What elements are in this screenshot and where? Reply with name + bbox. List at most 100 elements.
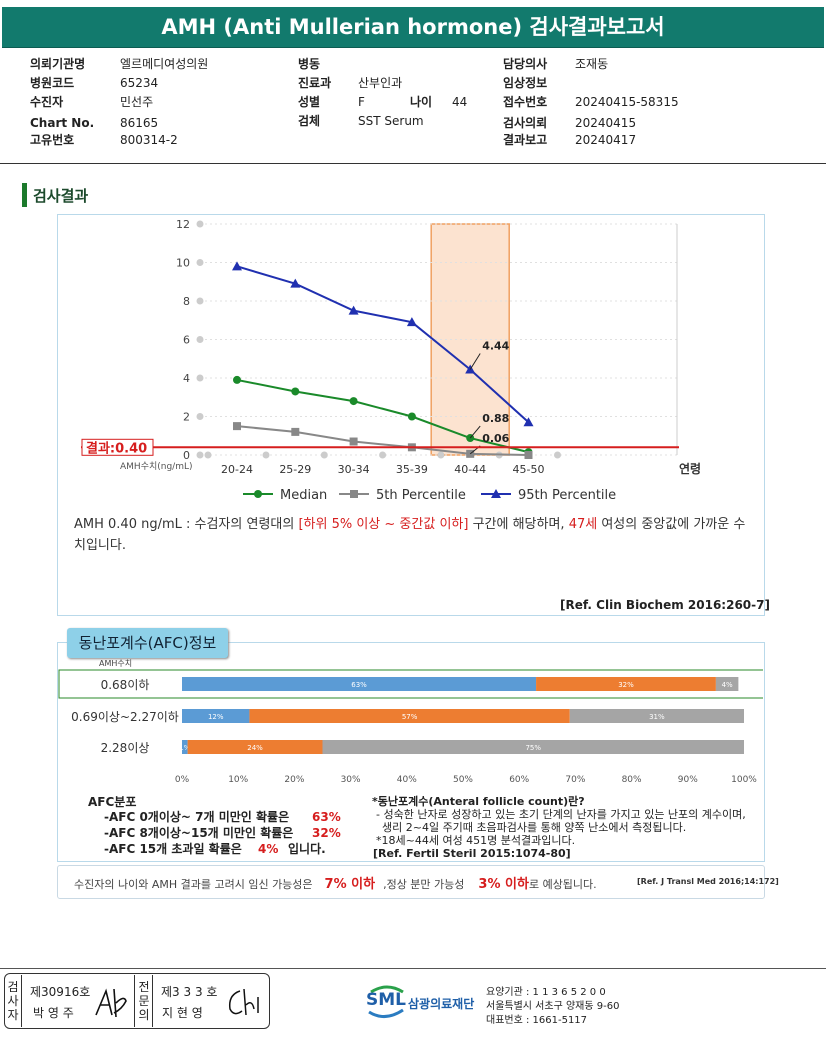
afc-row-header: AMH수치: [99, 659, 132, 668]
y-tick-label: 4: [183, 372, 190, 385]
info-row: 접수번호 20240415-58315: [503, 93, 679, 112]
afc-bar-label: 32%: [618, 681, 634, 689]
x-tick-label: 40-44: [454, 463, 486, 476]
info-value: SST Serum: [358, 114, 424, 128]
info-label: 임상정보: [503, 76, 548, 90]
data-point: [291, 427, 300, 436]
pregnancy-box: [57, 865, 765, 899]
vertical-char: 전: [138, 980, 150, 994]
afc-panel: [57, 642, 765, 862]
pregnancy-text: 수진자의 나이와 AMH 결과를 고려시 임신 가능성은 7% 이하 ,정상 분만 …: [74, 873, 597, 892]
pregnancy-value: 3% 이하: [478, 877, 529, 892]
y-tick-label: 12: [176, 218, 190, 231]
info-row: 수진자 민선주: [30, 93, 153, 112]
footer-divider: [0, 968, 826, 969]
data-point: [233, 422, 241, 431]
data-point: [349, 397, 358, 406]
afc-note-line: [Ref. Fertil Steril 2015:1074-80]: [373, 847, 571, 860]
afc-note-line: - 성숙한 난자로 성장하고 있는 초기 단계의 난자를 가지고 있는 난포의 …: [376, 808, 746, 821]
y-tick-label: 0: [183, 449, 190, 462]
y-tick-dot: [196, 220, 204, 228]
info-label: 접수번호: [503, 95, 548, 109]
legend-label: 95th Percentile: [518, 488, 616, 503]
age-row: 나이 44: [410, 93, 467, 112]
afc-bar-label: 24%: [247, 744, 263, 752]
afc-note-line: 생리 2~4일 주기때 초음파검사를 통해 양쪽 난소에서 측정됩니다.: [382, 821, 687, 834]
info-row: 임상정보: [503, 74, 575, 93]
afc-bar-segment: [536, 677, 716, 691]
afc-bar-segment: [569, 709, 744, 723]
x-tick-dot: [379, 451, 387, 459]
vertical-char: 검: [7, 980, 19, 994]
afc-row-highlight: [58, 669, 763, 699]
legend-marker: [350, 490, 358, 498]
afc-bar-segment: [715, 677, 739, 691]
summary-range: [하위 5% 이상 ~ 중간값 이하]: [298, 517, 469, 532]
legend-marker: [254, 490, 262, 498]
afc-axis-label: 50%: [453, 775, 473, 785]
examiner-name: 박 영 주: [33, 1006, 74, 1020]
data-point: [290, 278, 301, 288]
annotation-leader: [469, 425, 481, 439]
info-label: 결과보고: [503, 133, 548, 147]
summary-text: 구간에 해당하며,: [468, 517, 569, 532]
data-label: 0.06: [482, 432, 509, 445]
info-row: 담당의사 조재동: [503, 55, 608, 74]
info-row: 검체 SST Serum: [298, 112, 424, 131]
afc-axis-label: 40%: [397, 775, 417, 785]
afc-axis-label: 0%: [175, 775, 190, 785]
result-label-box: [81, 438, 154, 456]
afc-bar-segment: [182, 709, 250, 723]
signature-box: [4, 973, 270, 1029]
afc-bar-label: 31%: [649, 713, 665, 721]
x-tick-dot: [437, 451, 445, 459]
data-point: [349, 437, 358, 446]
pregnancy-part: 로 예상됩니다.: [528, 878, 597, 891]
info-value: 산부인과: [358, 76, 403, 90]
chart-reference: [Ref. Clin Biochem 2016:260-7]: [560, 598, 770, 612]
afc-bar-segment: [187, 740, 323, 754]
afc-axis-label: 20%: [284, 775, 304, 785]
result-label: 결과:0.40: [86, 440, 147, 456]
summary-age: 47세: [568, 517, 598, 532]
afc-bar-label: 1%: [179, 744, 190, 752]
section-marker: [22, 183, 27, 207]
pregnancy-part: 수진자의 나이와 AMH 결과를 고려시 임신 가능성은: [74, 878, 313, 891]
y-tick-dot: [196, 297, 204, 305]
afc-bar-segment: [182, 740, 188, 754]
afc-note-line: *18세~44세 여성 451명 분석결과입니다.: [376, 834, 576, 847]
pregnancy-reference: [Ref. J Transl Med 2016;14:172]: [637, 877, 779, 886]
sign-divider: [134, 975, 135, 1027]
data-point: [232, 261, 242, 271]
info-value: 엘르메디여성의원: [120, 57, 209, 71]
age-value: 44: [452, 95, 468, 109]
legend-marker: [491, 489, 501, 498]
y-tick-dot: [196, 413, 204, 420]
org-info-line: 대표번호 : 1661-5117: [486, 1015, 588, 1026]
amh-age-chart: 0 2 4 6 8 10 12 20-24 25-29 30-34 35-39 40-44 45-50 연…: [81, 218, 701, 503]
series-line: [236, 378, 529, 454]
afc-dist-value: 4%: [258, 842, 279, 856]
info-value: 20240417: [575, 133, 637, 147]
info-label: 병원코드: [30, 76, 75, 90]
section-title: 검사결과: [33, 187, 89, 205]
vertical-char: 문: [138, 994, 150, 1008]
info-row: 성별 F: [298, 93, 365, 112]
data-label: 0.88: [482, 412, 509, 425]
afc-row-label: 0.68이하: [101, 678, 150, 692]
data-point: [291, 387, 300, 396]
org-name: 삼광의료재단: [408, 997, 475, 1011]
info-row: Chart No. 86165: [30, 114, 158, 133]
afc-axis-label: 80%: [622, 775, 642, 785]
x-tick-label: 25-29: [279, 463, 311, 476]
examiner-signature: [95, 988, 127, 1018]
x-tick-dot: [262, 451, 270, 459]
afc-axis-label: 30%: [341, 775, 361, 785]
age-label: 나이: [410, 95, 433, 109]
afc-axis-label: 70%: [565, 775, 585, 785]
info-value: 86165: [120, 116, 159, 130]
afc-dist-value: 32%: [312, 826, 341, 840]
pregnancy-part: ,정상 분만 가능성: [383, 878, 465, 891]
examiner-number: 제30916호: [30, 985, 91, 999]
legend-label: 5th Percentile: [376, 488, 466, 503]
